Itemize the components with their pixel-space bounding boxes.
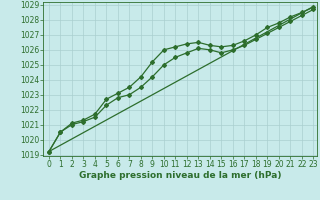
X-axis label: Graphe pression niveau de la mer (hPa): Graphe pression niveau de la mer (hPa) (79, 171, 281, 180)
